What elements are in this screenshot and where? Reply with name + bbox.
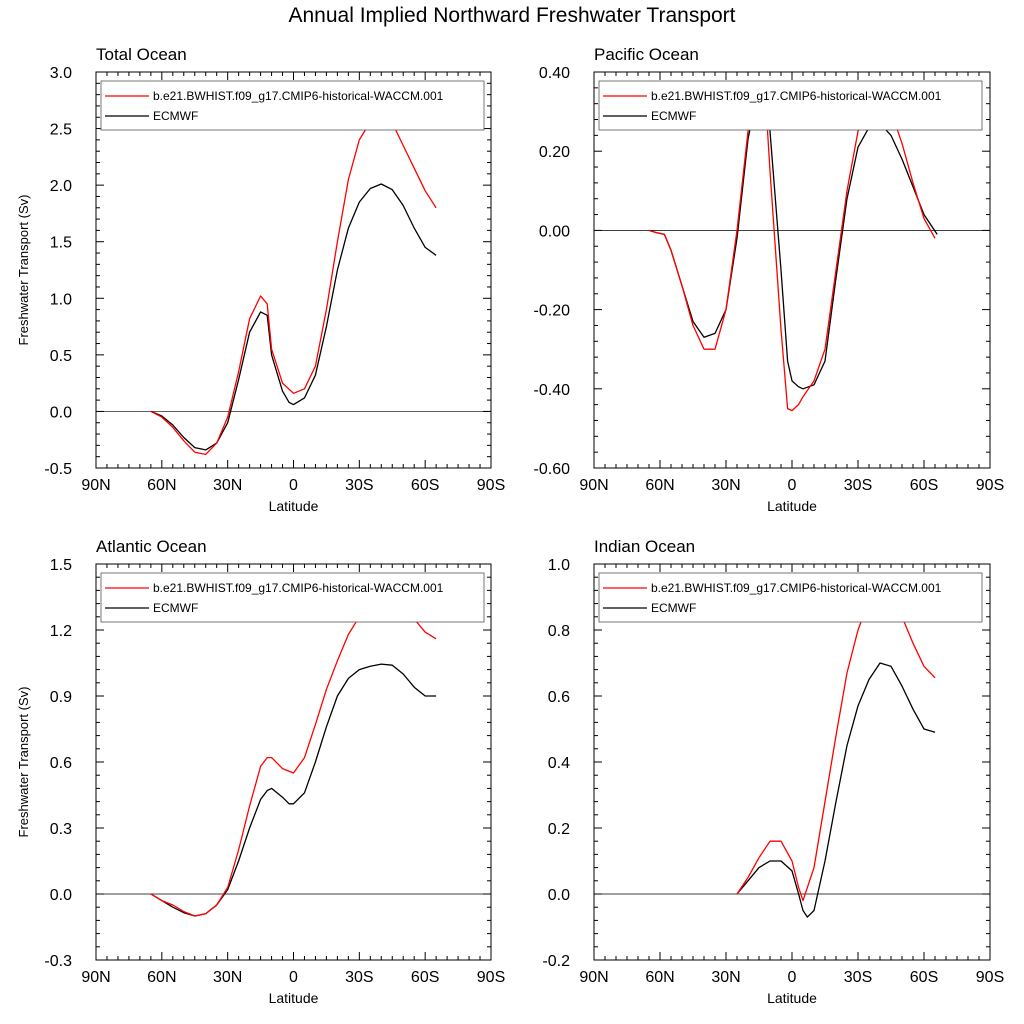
- x-tick-label: 0: [289, 969, 298, 986]
- x-tick-label: 0: [788, 477, 797, 494]
- x-tick-label: 90S: [477, 969, 505, 986]
- x-tick-label: 90S: [976, 477, 1004, 494]
- panel-indian-ocean: Indian Ocean 90N 60N 30N 0 30S 60S 90S Latitude -…: [542, 537, 1004, 1006]
- legend-box: [598, 80, 983, 131]
- ecmwf-series-line: [736, 662, 936, 918]
- panel-total-ocean: Total Ocean 90N 60N 30N 0 30S 60S 90S Latitude -0…: [16, 45, 505, 514]
- y-tick-label: 1.5: [50, 235, 72, 252]
- x-axis-label: Latitude: [767, 990, 817, 1006]
- y-tick-label: 0.40: [539, 65, 570, 82]
- x-tick-label: 30S: [345, 969, 373, 986]
- x-tick-label: 60S: [910, 969, 938, 986]
- plot-frame: [95, 71, 492, 469]
- y-tick-label: 0.9: [50, 689, 72, 706]
- legend-label: ECMWF: [651, 601, 696, 615]
- x-tick-label: 30N: [711, 969, 740, 986]
- x-tick-label: 60N: [645, 477, 674, 494]
- legend-box: [100, 572, 485, 623]
- y-tick-label: 1.2: [50, 623, 72, 640]
- ecmwf-series-line: [150, 663, 437, 917]
- legend-label: b.e21.BWHIST.f09_g17.CMIP6-historical-WA…: [651, 89, 942, 103]
- x-tick-label: 30N: [711, 477, 740, 494]
- x-tick-label: 30S: [345, 477, 373, 494]
- y-tick-label: -0.5: [44, 461, 72, 478]
- y-tick-label: 0.0: [50, 404, 72, 421]
- x-axis-label: Latitude: [269, 498, 319, 514]
- y-tick-label: 0.8: [548, 623, 570, 640]
- y-tick-label: 0.5: [50, 348, 72, 365]
- x-tick-label: 30N: [213, 969, 242, 986]
- legend-label: ECMWF: [651, 109, 696, 123]
- y-tick-label: 0.2: [548, 821, 570, 838]
- y-tick-label: -0.40: [534, 382, 571, 399]
- y-tick-label: 2.5: [50, 122, 72, 139]
- figure-title: Annual Implied Northward Freshwater Tran…: [288, 4, 736, 27]
- y-tick-label: 0.20: [539, 144, 570, 161]
- legend-label: b.e21.BWHIST.f09_g17.CMIP6-historical-WA…: [153, 89, 444, 103]
- panel-atlantic-ocean: Atlantic Ocean 90N 60N 30N 0 30S 60S 90S Latitud…: [16, 537, 505, 1006]
- legend-label: ECMWF: [153, 601, 198, 615]
- x-axis-label: Latitude: [269, 990, 319, 1006]
- y-tick-label: 0.00: [539, 223, 570, 240]
- x-axis-label: Latitude: [767, 498, 817, 514]
- x-tick-label: 60S: [910, 477, 938, 494]
- y-tick-label: 0.4: [548, 755, 570, 772]
- y-tick-label: 2.0: [50, 178, 72, 195]
- model-series-line: [150, 115, 437, 456]
- y-axis-label: Freshwater Transport (Sv): [16, 687, 31, 838]
- ecmwf-series-line: [150, 183, 437, 451]
- legend-label: ECMWF: [153, 109, 198, 123]
- x-tick-label: 60S: [411, 477, 439, 494]
- x-tick-label: 90N: [579, 477, 608, 494]
- y-tick-label: 0.0: [50, 887, 72, 904]
- y-tick-label: -0.3: [44, 953, 72, 970]
- x-tick-label: 90S: [976, 969, 1004, 986]
- panel-title: Pacific Ocean: [594, 45, 699, 64]
- plot-frame: [593, 71, 991, 469]
- x-tick-label: 30S: [844, 477, 872, 494]
- x-tick-label: 60N: [147, 969, 176, 986]
- y-tick-label: 0.6: [548, 689, 570, 706]
- x-tick-label: 90N: [81, 969, 110, 986]
- y-tick-label: 3.0: [50, 65, 72, 82]
- y-tick-label: 0.0: [548, 887, 570, 904]
- legend-box: [598, 572, 983, 623]
- y-tick-label: -0.2: [542, 953, 570, 970]
- x-tick-label: 0: [788, 969, 797, 986]
- legend-label: b.e21.BWHIST.f09_g17.CMIP6-historical-WA…: [153, 581, 444, 595]
- y-tick-label: -0.20: [534, 303, 571, 320]
- x-tick-label: 0: [289, 477, 298, 494]
- model-series-line: [736, 589, 936, 902]
- panel-title: Atlantic Ocean: [96, 537, 207, 556]
- model-series-line: [648, 83, 936, 412]
- plot-frame: [593, 563, 991, 961]
- y-tick-label: -0.60: [534, 461, 571, 478]
- x-tick-label: 60N: [147, 477, 176, 494]
- x-tick-label: 60N: [645, 969, 674, 986]
- y-tick-label: 0.6: [50, 755, 72, 772]
- model-series-line: [150, 597, 437, 917]
- y-tick-label: 1.0: [50, 291, 72, 308]
- x-tick-label: 90N: [579, 969, 608, 986]
- x-tick-label: 90N: [81, 477, 110, 494]
- x-tick-label: 90S: [477, 477, 505, 494]
- x-tick-label: 30N: [213, 477, 242, 494]
- y-axis-label: Freshwater Transport (Sv): [16, 195, 31, 346]
- panel-pacific-ocean: Pacific Ocean 90N 60N 30N 0 30S 60S 90S Latitude…: [534, 45, 1005, 514]
- y-tick-label: 1.5: [50, 557, 72, 574]
- legend-box: [100, 80, 485, 131]
- panel-title: Total Ocean: [96, 45, 187, 64]
- legend-label: b.e21.BWHIST.f09_g17.CMIP6-historical-WA…: [651, 581, 942, 595]
- panel-title: Indian Ocean: [594, 537, 695, 556]
- x-tick-label: 30S: [844, 969, 872, 986]
- y-tick-label: 1.0: [548, 557, 570, 574]
- y-tick-label: 0.3: [50, 821, 72, 838]
- x-tick-label: 60S: [411, 969, 439, 986]
- plot-frame: [95, 563, 492, 961]
